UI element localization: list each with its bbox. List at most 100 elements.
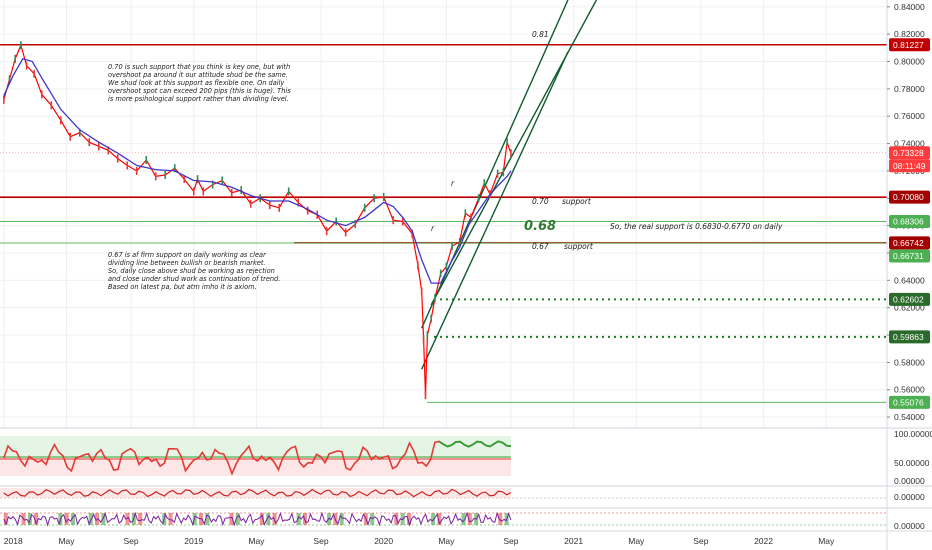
note-bottom-line: and close under shud work as continuatio… bbox=[108, 275, 280, 283]
time-axis[interactable]: 2018 May Sep 2019 May Sep 2020 May Sep 2021 May Sep… bbox=[0, 530, 932, 546]
r-marker-upper: r bbox=[451, 179, 455, 188]
support-067-word: support bbox=[564, 242, 594, 251]
price-tick-label: 0.58000 bbox=[894, 357, 925, 367]
channel-lower-line bbox=[430, 0, 598, 306]
current-price-tag: 0.73328 bbox=[893, 148, 924, 158]
stoch-block bbox=[431, 513, 436, 525]
level-081-label: 0.81 bbox=[532, 30, 549, 39]
grid bbox=[0, 0, 887, 428]
price-tick-label: 0.84000 bbox=[894, 2, 925, 12]
note-bottom-line: dividing line between bullish or bearish… bbox=[108, 259, 266, 267]
moving-average-line bbox=[3, 58, 512, 284]
level-price-tag: 0.59863 bbox=[893, 332, 924, 342]
time-tick-label: 2018 bbox=[4, 536, 23, 546]
time-tick-label: 2020 bbox=[374, 536, 393, 546]
level-price-tag-bg bbox=[889, 236, 930, 250]
oscillator-line bbox=[3, 488, 512, 498]
support-067-value: 0.67 bbox=[532, 242, 549, 251]
price-tick-label: 0.80000 bbox=[894, 57, 925, 67]
price-tick-label: 0.76000 bbox=[894, 111, 925, 121]
indicator-tick-label: 50.00000 bbox=[894, 458, 930, 468]
indicator-tick-label: 0.00000 bbox=[894, 492, 925, 502]
level-price-tag-bg bbox=[889, 214, 930, 228]
r-marker-lower: r bbox=[431, 224, 435, 233]
level-price-tag-bg bbox=[889, 190, 930, 204]
time-tick-label: Sep bbox=[123, 536, 138, 546]
price-tick-label: 0.54000 bbox=[894, 412, 925, 422]
time-tick-label: 2021 bbox=[564, 536, 583, 546]
level-price-tag-bg bbox=[889, 38, 930, 52]
stoch-block bbox=[437, 513, 442, 525]
stoch-block bbox=[235, 513, 240, 525]
note-bottom-line: So, daily close above shud be working as… bbox=[108, 267, 275, 275]
stoch-block bbox=[34, 513, 39, 525]
time-tick-label: May bbox=[818, 536, 835, 546]
time-tick-label: May bbox=[628, 536, 645, 546]
countdown-tag: 08:11:49 bbox=[893, 161, 926, 171]
time-tick-label: 2019 bbox=[184, 536, 203, 546]
stoch-block bbox=[138, 513, 143, 525]
stoch-block bbox=[467, 513, 472, 525]
time-tick-label: Sep bbox=[693, 536, 708, 546]
level-price-tag: 0.68306 bbox=[893, 216, 924, 226]
indicator-tick-label: 0.00000 bbox=[894, 476, 925, 486]
time-tick-label: May bbox=[438, 536, 455, 546]
level-price-tag: 0.62602 bbox=[893, 294, 924, 304]
channel-middle-line bbox=[421, 51, 569, 370]
stoch-block bbox=[3, 513, 8, 525]
rsi-line-rising bbox=[438, 440, 512, 448]
level-price-tag: 0.70080 bbox=[893, 192, 924, 202]
stoch-block bbox=[406, 513, 411, 525]
price-tick-label: 0.82000 bbox=[894, 29, 925, 39]
rsi-line bbox=[3, 440, 511, 476]
horizontal-levels bbox=[0, 43, 887, 403]
stoch-block bbox=[88, 513, 93, 525]
price-tags: 0.81227 0.70080 0.68306 0.66742 0.66731 0.626… bbox=[889, 38, 930, 409]
note-top-line: 0.70 is such support that you think is k… bbox=[108, 63, 290, 71]
support-070-value: 0.70 bbox=[532, 197, 549, 206]
real-support-note: So, the real support is 0.6830-0.6770 on… bbox=[610, 222, 783, 231]
price-tick-label: 0.64000 bbox=[894, 275, 925, 285]
stoch-block bbox=[498, 513, 503, 525]
stoch-block bbox=[266, 513, 271, 525]
stoch-block bbox=[259, 513, 264, 525]
note-top-line: We shud look at this support as flexible… bbox=[108, 79, 284, 87]
level-price-tag-bg bbox=[889, 292, 930, 306]
stoch-block bbox=[64, 513, 69, 525]
time-tick-label: May bbox=[248, 536, 265, 546]
level-price-tag: 0.66742 bbox=[893, 238, 924, 248]
stoch-block bbox=[70, 513, 75, 525]
big-068-label: 0.68 bbox=[524, 219, 556, 234]
annotations: 0.81 0.70 support 0.68 So, the real supp… bbox=[108, 30, 783, 291]
stoch-block bbox=[296, 513, 301, 525]
level-price-tag-bg bbox=[889, 330, 930, 344]
note-top-line: is more psihological support rather than… bbox=[108, 95, 289, 103]
stoch-block bbox=[339, 513, 344, 525]
current-price-tag-bg bbox=[889, 146, 930, 160]
countdown-tag-bg bbox=[889, 159, 930, 173]
stoch-block bbox=[101, 513, 106, 525]
price-tick-label: 0.62000 bbox=[894, 303, 925, 313]
support-070-word: support bbox=[562, 197, 592, 206]
note-bottom-line: 0.67 is af firm support on daily working… bbox=[108, 251, 267, 259]
time-tick-label: May bbox=[58, 536, 75, 546]
stoch-block bbox=[125, 513, 130, 525]
overbought-zone bbox=[0, 436, 511, 458]
time-tick-label: Sep bbox=[503, 536, 518, 546]
oversold-zone bbox=[0, 458, 511, 476]
stoch-block bbox=[461, 513, 466, 525]
price-series bbox=[2, 41, 512, 400]
level-price-tag: 0.66731 bbox=[893, 251, 924, 261]
time-tick-label: Sep bbox=[313, 536, 328, 546]
note-top-line: overshoot spot can exceed 200 pips (this… bbox=[108, 87, 291, 95]
level-price-tag: 0.81227 bbox=[893, 40, 924, 50]
price-tick-label: 0.74000 bbox=[894, 139, 925, 149]
stoch-block bbox=[370, 513, 375, 525]
note-bottom-line: Based on latest pa, but atm imho it is a… bbox=[108, 283, 257, 291]
indicator-panes bbox=[0, 427, 932, 532]
time-tick-label: 2022 bbox=[754, 536, 773, 546]
price-tick-label: 0.56000 bbox=[894, 385, 925, 395]
price-tick-label: 0.78000 bbox=[894, 84, 925, 94]
stoch-block bbox=[229, 513, 234, 525]
stoch-block bbox=[327, 513, 332, 525]
